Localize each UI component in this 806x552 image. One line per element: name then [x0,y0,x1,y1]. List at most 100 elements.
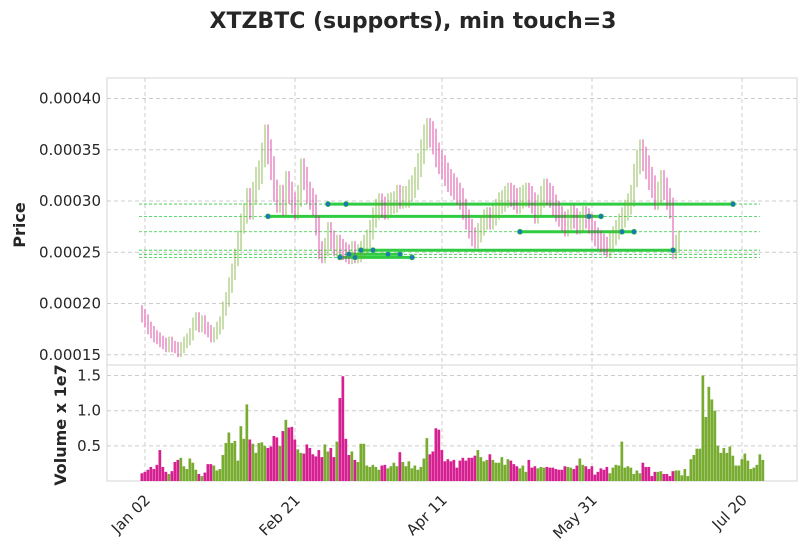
volume-bar [437,429,441,481]
volume-bar [308,447,312,481]
volume-bar [509,460,513,481]
volume-bar [284,419,288,481]
volume-bar [167,473,171,481]
support-touch-point [586,213,592,220]
volume-bar [458,460,462,481]
volume-bar [422,458,426,481]
support-touch-point [337,254,343,261]
volume-bar [506,459,510,481]
volume-bar [668,476,672,481]
volume-bar [287,427,291,481]
volume-bar [326,451,330,481]
support-touch-point [730,201,736,207]
volume-bar [356,462,360,481]
price-tick-label: 0.00020 [39,295,101,313]
volume-bar [560,469,564,481]
volume-bar [329,447,333,481]
support-touch-point [517,228,523,235]
volume-bar [320,457,324,481]
volume-bar [389,466,393,481]
volume-bar [374,466,378,481]
volume-bar [629,467,633,481]
x-tick-label: Feb 21 [255,491,303,539]
volume-bar [341,376,345,481]
volume-bar [317,450,321,481]
volume-bar [407,461,411,481]
volume-bar [536,468,540,481]
volume-bar [461,457,465,481]
volume-bar [701,375,705,481]
volume-bar [620,441,624,481]
volume-bar [416,469,420,481]
volume-bar [353,459,357,481]
support-touch-point [352,254,358,261]
volume-bar [272,436,276,481]
volume-bar [218,469,222,481]
volume-tick-label: 0.5 [77,437,101,455]
chart-title: XTZBTC (supports), min touch=3 [210,9,617,34]
volume-bar [710,399,714,481]
volume-bar [596,471,600,481]
volume-bar [569,467,573,481]
volume-bar [749,469,753,481]
volume-grid [107,365,797,481]
volume-bar [563,466,567,481]
volume-bar [236,460,240,481]
support-touch-point [409,254,415,261]
price-tick-label: 0.00015 [39,346,101,364]
volume-bar [311,454,315,481]
volume-bar [467,457,471,481]
volume-bar [731,455,735,481]
x-axis-ticks: Jan 02 Feb 21 Apr 11 May 31 Jul 20 [107,491,751,543]
volume-bar [170,471,174,481]
price-panel [106,77,798,366]
volume-bar [425,438,429,481]
volume-bar [548,467,552,481]
volume-bar [593,474,597,481]
support-touch-point [631,228,637,235]
volume-bar [632,473,636,481]
volume-bar [257,443,261,481]
volume-bar [542,467,546,481]
volume-bar [446,459,450,481]
volume-bar [530,467,534,481]
volume-bar [299,452,303,481]
volume-bar [275,437,279,481]
volume-bar [524,471,528,481]
volume-bar [641,462,645,481]
volume-axis-label: Volume x 1e7 [51,364,70,485]
volume-bar [383,464,387,481]
volume-bar [551,467,555,481]
volume-bar [500,457,504,481]
price-grid [107,78,797,365]
price-axis-label: Price [10,202,29,248]
volume-bar [209,464,213,481]
volume-bar [653,471,657,481]
volume-bar [290,426,294,481]
volume-bar [725,452,729,481]
volume-bar [185,469,189,481]
volume-bar [491,459,495,481]
volume-bar [152,469,156,481]
volume-bar [677,470,681,481]
volume-bar [662,473,666,481]
volume-bar [584,466,588,481]
volume-bar [644,466,648,481]
volume-bar [497,462,501,481]
support-touch-point [346,251,352,258]
price-y-ticks: 0.00015 0.00020 0.00025 0.00030 0.00035 0.000… [39,90,101,364]
volume-bar [188,458,192,481]
volume-bar [434,428,438,481]
volume-bar [428,454,432,481]
volume-bar [302,453,306,481]
volume-bar [659,471,663,481]
volume-bar [227,432,231,481]
volume-bar [665,473,669,481]
volume-bar [296,449,300,481]
volume-bar [143,471,147,481]
volume-bar [362,443,366,481]
volume-tick-label: 1.0 [77,402,101,420]
volume-bar [608,473,612,481]
volume-bar [566,466,570,481]
